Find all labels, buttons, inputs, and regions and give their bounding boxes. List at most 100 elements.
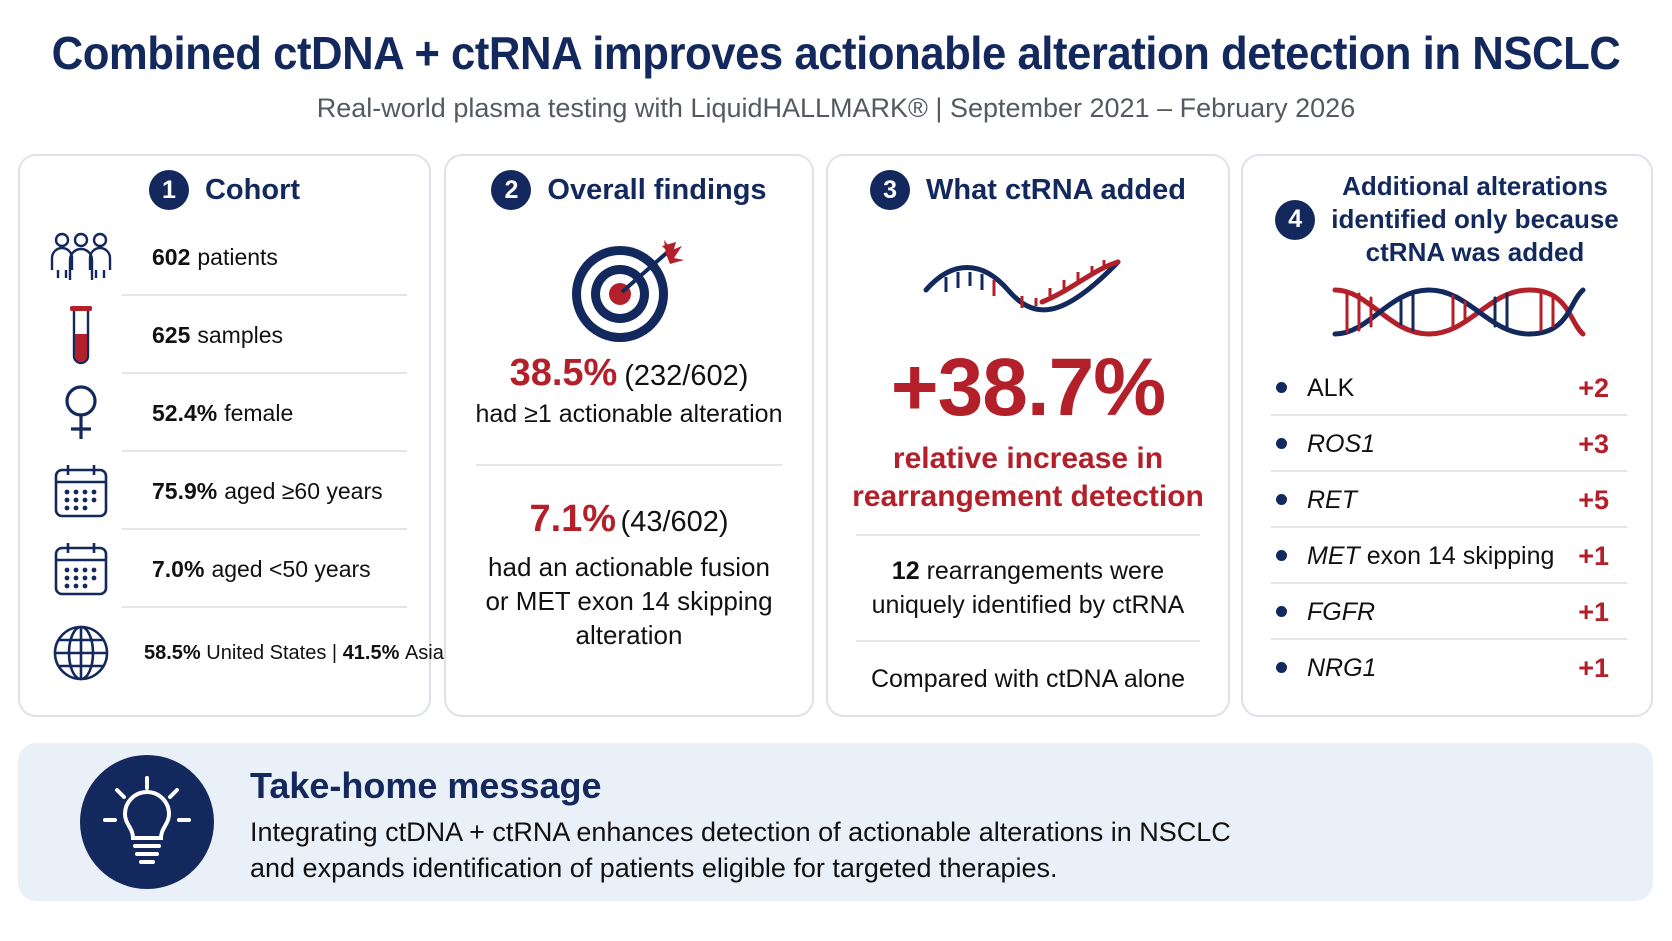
alteration-count: +1: [1578, 540, 1609, 571]
samples-value: 625: [152, 321, 191, 348]
alteration-row-ret: RET +5: [1243, 472, 1651, 528]
takehome-title: Take-home message: [250, 765, 602, 806]
calendar-icon: [44, 539, 118, 599]
aged-50-label: aged <50 years: [211, 555, 371, 582]
geo-divider: |: [331, 641, 338, 664]
additional-header: 4 Additional alterations identified only…: [1243, 170, 1651, 269]
takehome-panel: Take-home message Integrating ctDNA + ct…: [18, 743, 1653, 901]
target-icon: [566, 236, 696, 351]
cohort-header: 1 Cohort: [20, 170, 429, 210]
female-value: 52.4%: [152, 399, 218, 426]
aged-60-label: aged ≥60 years: [224, 477, 383, 504]
gene-name: ROS1: [1307, 429, 1376, 458]
takehome-line-1: Integrating ctDNA + ctRNA enhances detec…: [250, 817, 1231, 847]
aged-50-value: 7.0%: [152, 555, 205, 582]
cohort-row-female: 52.4% female: [20, 374, 429, 452]
cohort-title: Cohort: [204, 173, 301, 206]
divider: [476, 464, 782, 466]
asia-value: 41.5%: [342, 641, 400, 664]
additional-number-badge: 4: [1275, 199, 1316, 240]
divider: [122, 606, 407, 608]
finding-2-pct: 7.1%: [529, 498, 617, 540]
samples-label: samples: [197, 321, 284, 348]
cohort-row-samples: 625 samples: [20, 296, 429, 374]
gene-name: ALK: [1307, 373, 1355, 402]
bullet-icon: [1276, 494, 1287, 505]
cohort-row-geography: 58.5% United States | 41.5% Asia: [20, 614, 444, 692]
alteration-row-nrg1: NRG1 +1: [1243, 640, 1651, 696]
finding-1: 38.5% (232/602): [446, 352, 812, 395]
aged-60-value: 75.9%: [152, 477, 218, 504]
lightbulb-icon: [80, 755, 214, 889]
female-icon: [44, 383, 118, 443]
page-title: Combined ctDNA + ctRNA improves actionab…: [51, 27, 1621, 79]
divider: [1271, 582, 1627, 584]
alteration-row-alk: ALK +2: [1243, 360, 1651, 416]
patients-value: 602: [152, 243, 191, 270]
dna-helix-icon: [1329, 282, 1589, 347]
finding-1-fraction: (232/602): [624, 360, 749, 392]
calendar-icon: [44, 461, 118, 521]
ctrna-number-badge: 3: [870, 170, 911, 210]
alteration-count: +1: [1578, 596, 1609, 627]
bullet-icon: [1276, 550, 1287, 561]
overall-number-badge: 2: [491, 170, 532, 210]
unique-rearrangements-text: 12 rearrangements were uniquely identifi…: [871, 557, 1185, 619]
bullet-icon: [1276, 438, 1287, 449]
divider: [122, 450, 407, 452]
finding-2: 7.1% (43/602): [446, 498, 812, 541]
divider: [856, 640, 1200, 642]
divider: [856, 534, 1200, 536]
overall-title: Overall findings: [547, 173, 767, 206]
bullet-icon: [1276, 606, 1287, 617]
cohort-row-aged-50: 7.0% aged <50 years: [20, 530, 429, 608]
gene-name: NRG1: [1307, 653, 1377, 682]
additional-alterations-card: 4 Additional alterations identified only…: [1241, 154, 1653, 717]
gene-suffix: exon 14 skipping: [1366, 541, 1555, 570]
female-label: female: [224, 399, 294, 426]
ctrna-added-card: 3 What ctRNA added +38.7% relative incre…: [826, 154, 1230, 717]
test-tube-icon: [44, 305, 118, 365]
us-label: United States: [206, 641, 327, 664]
divider: [122, 372, 407, 374]
relative-increase-pct: +38.7%: [890, 342, 1166, 433]
alteration-count: +5: [1578, 484, 1609, 515]
comparison-text: Compared with ctDNA alone: [870, 665, 1186, 693]
divider: [122, 528, 407, 530]
finding-1-pct: 38.5%: [509, 352, 618, 394]
divider: [1271, 414, 1627, 416]
alteration-count: +3: [1578, 428, 1609, 459]
finding-2-fraction: (43/602): [620, 506, 729, 538]
bullet-icon: [1276, 662, 1287, 673]
divider: [122, 294, 407, 296]
overall-header: 2 Overall findings: [446, 170, 812, 210]
gene-name: MET: [1307, 541, 1360, 570]
rearrangement-count: 12: [891, 557, 920, 585]
relative-increase-text: relative increase in rearrangement detec…: [852, 442, 1204, 513]
rna-strand-icon: [922, 250, 1122, 319]
divider: [1271, 470, 1627, 472]
people-icon: [44, 227, 118, 287]
globe-icon: [44, 623, 118, 683]
page-subtitle: Real-world plasma testing with LiquidHAL…: [316, 93, 1356, 123]
takehome-line-2: and expands identification of patients e…: [250, 853, 1058, 883]
alteration-count: +2: [1578, 372, 1609, 403]
us-value: 58.5%: [144, 641, 201, 664]
patients-label: patients: [197, 243, 278, 270]
gene-name: RET: [1307, 485, 1357, 514]
bullet-icon: [1276, 382, 1287, 393]
cohort-card: 1 Cohort 602 patients 625 samples: [18, 154, 444, 717]
additional-title: Additional alterations identified only b…: [1331, 171, 1619, 267]
alteration-row-ros1: ROS1 +3: [1243, 416, 1651, 472]
cohort-number-badge: 1: [148, 170, 189, 210]
overall-findings-card: 2 Overall findings 38.5% (232/602) had ≥…: [444, 154, 814, 717]
ctrna-title: What ctRNA added: [926, 173, 1186, 206]
alteration-row-met: MET exon 14 skipping +1: [1243, 528, 1651, 584]
ctrna-header: 3 What ctRNA added: [828, 170, 1228, 210]
cohort-row-aged-60: 75.9% aged ≥60 years: [20, 452, 429, 530]
alteration-row-fgfr: FGFR +1: [1243, 584, 1651, 640]
alteration-count: +1: [1578, 652, 1609, 683]
cohort-row-patients: 602 patients: [20, 218, 429, 296]
divider: [1271, 526, 1627, 528]
finding-2-text: had an actionable fusion or MET exon 14 …: [485, 552, 773, 650]
